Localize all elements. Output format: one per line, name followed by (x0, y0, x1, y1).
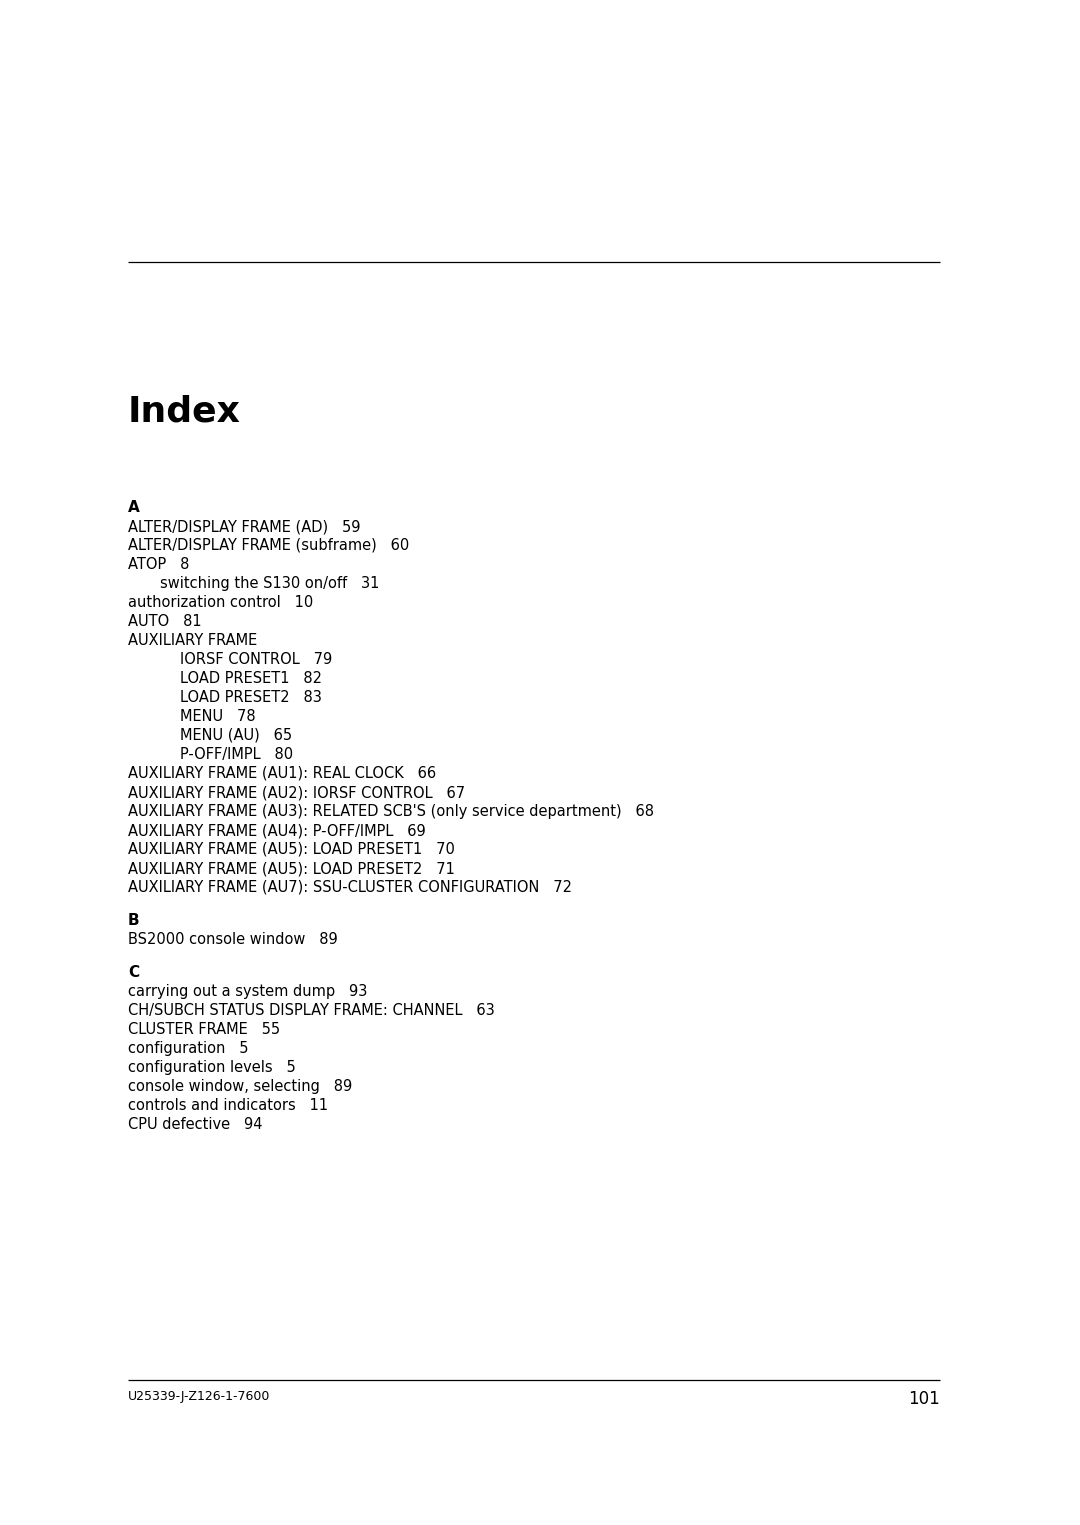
Text: CH/SUBCH STATUS DISPLAY FRAME: CHANNEL   63: CH/SUBCH STATUS DISPLAY FRAME: CHANNEL 6… (129, 1003, 495, 1019)
Text: A: A (129, 500, 139, 515)
Text: CLUSTER FRAME   55: CLUSTER FRAME 55 (129, 1022, 280, 1037)
Text: LOAD PRESET1   82: LOAD PRESET1 82 (180, 671, 322, 686)
Text: MENU   78: MENU 78 (180, 709, 256, 724)
Text: controls and indicators   11: controls and indicators 11 (129, 1098, 328, 1113)
Text: AUXILIARY FRAME (AU4): P-OFF/IMPL   69: AUXILIARY FRAME (AU4): P-OFF/IMPL 69 (129, 824, 426, 839)
Text: BS2000 console window   89: BS2000 console window 89 (129, 932, 338, 947)
Text: console window, selecting   89: console window, selecting 89 (129, 1080, 352, 1093)
Text: AUXILIARY FRAME (AU2): IORSF CONTROL   67: AUXILIARY FRAME (AU2): IORSF CONTROL 67 (129, 785, 465, 801)
Text: B: B (129, 913, 139, 929)
Text: AUXILIARY FRAME (AU5): LOAD PRESET2   71: AUXILIARY FRAME (AU5): LOAD PRESET2 71 (129, 862, 455, 875)
Text: AUXILIARY FRAME (AU5): LOAD PRESET1   70: AUXILIARY FRAME (AU5): LOAD PRESET1 70 (129, 842, 455, 857)
Text: AUXILIARY FRAME (AU3): RELATED SCB'S (only service department)   68: AUXILIARY FRAME (AU3): RELATED SCB'S (on… (129, 804, 654, 819)
Text: IORSF CONTROL   79: IORSF CONTROL 79 (180, 653, 333, 666)
Text: C: C (129, 965, 139, 981)
Text: AUXILIARY FRAME (AU7): SSU-CLUSTER CONFIGURATION   72: AUXILIARY FRAME (AU7): SSU-CLUSTER CONFI… (129, 880, 572, 895)
Text: configuration   5: configuration 5 (129, 1042, 248, 1055)
Text: AUXILIARY FRAME: AUXILIARY FRAME (129, 633, 257, 648)
Text: ALTER/DISPLAY FRAME (subframe)   60: ALTER/DISPLAY FRAME (subframe) 60 (129, 538, 409, 554)
Text: authorization control   10: authorization control 10 (129, 595, 313, 610)
Text: Index: Index (129, 395, 241, 429)
Text: 101: 101 (908, 1389, 940, 1408)
Text: LOAD PRESET2   83: LOAD PRESET2 83 (180, 689, 322, 705)
Text: ALTER/DISPLAY FRAME (AD)   59: ALTER/DISPLAY FRAME (AD) 59 (129, 518, 361, 534)
Text: switching the S130 on/off   31: switching the S130 on/off 31 (160, 576, 379, 592)
Text: AUTO   81: AUTO 81 (129, 615, 202, 628)
Text: U25339-J-Z126-1-7600: U25339-J-Z126-1-7600 (129, 1389, 270, 1403)
Text: CPU defective   94: CPU defective 94 (129, 1116, 262, 1132)
Text: AUXILIARY FRAME (AU1): REAL CLOCK   66: AUXILIARY FRAME (AU1): REAL CLOCK 66 (129, 766, 436, 781)
Text: carrying out a system dump   93: carrying out a system dump 93 (129, 984, 367, 999)
Text: P-OFF/IMPL   80: P-OFF/IMPL 80 (180, 747, 293, 762)
Text: configuration levels   5: configuration levels 5 (129, 1060, 296, 1075)
Text: MENU (AU)   65: MENU (AU) 65 (180, 727, 292, 743)
Text: ATOP   8: ATOP 8 (129, 557, 189, 572)
